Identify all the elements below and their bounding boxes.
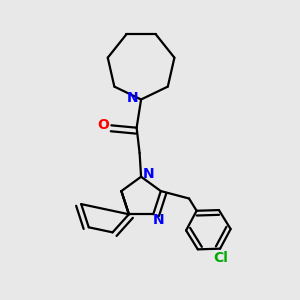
- Text: O: O: [97, 118, 109, 132]
- Text: N: N: [153, 213, 164, 226]
- Text: N: N: [143, 167, 154, 182]
- Text: N: N: [126, 91, 138, 105]
- Text: Cl: Cl: [213, 250, 228, 265]
